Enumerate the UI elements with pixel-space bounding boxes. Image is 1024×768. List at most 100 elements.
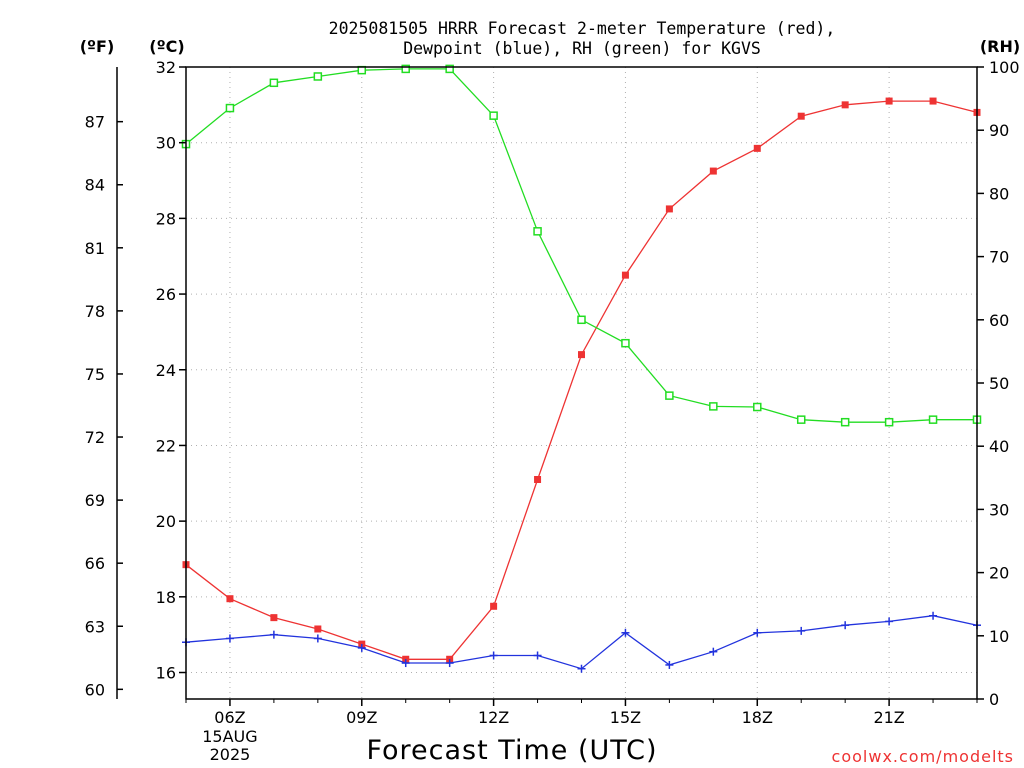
fahrenheit-tick-label: 75 [85, 365, 105, 384]
fahrenheit-tick-label: 63 [85, 617, 105, 636]
temperature-point [534, 476, 542, 484]
dewpoint-point [841, 621, 850, 630]
dewpoint-point [885, 617, 894, 626]
celsius-tick-label: 32 [156, 58, 176, 77]
temperature-point [885, 97, 893, 105]
temperature-point [314, 625, 322, 633]
x-tick-label: 06Z [214, 708, 245, 727]
fahrenheit-tick-label: 84 [85, 176, 105, 195]
dewpoint-line [185, 615, 978, 670]
dewpoint-point [665, 660, 674, 669]
watermark: coolwx.com/modelts [832, 747, 1014, 766]
temperature-point [929, 97, 937, 105]
rh-tick-label: 50 [989, 374, 1009, 393]
x-tick-label: 15Z [610, 708, 641, 727]
rh-tick-label: 60 [989, 311, 1009, 330]
dewpoint-point [313, 634, 322, 643]
rh-point [401, 64, 410, 74]
celsius-tick-label: 28 [156, 209, 176, 228]
celsius-tick-label: 24 [156, 361, 176, 380]
fahrenheit-axis-label: (ºF) [80, 37, 115, 56]
rh-point [840, 417, 850, 427]
chart-title-line1: 2025081505 HRRR Forecast 2-meter Tempera… [329, 19, 836, 38]
rh-tick-label: 90 [989, 121, 1009, 140]
x-tick-sublabel: 2025 [210, 745, 251, 764]
dewpoint-point [929, 611, 938, 620]
dewpoint-point [269, 630, 278, 639]
celsius-tick-label: 30 [156, 134, 176, 153]
rh-point [313, 72, 323, 81]
rh-tick-label: 20 [989, 564, 1009, 583]
temperature-point [709, 167, 717, 175]
rh-point [796, 415, 806, 424]
chart-title-line2: Dewpoint (blue), RH (green) for KGVS [403, 39, 761, 58]
rh-axis-label: (RH) [980, 37, 1020, 56]
temperature-point [270, 614, 278, 622]
x-axis-title: Forecast Time (UTC) [366, 735, 657, 766]
plot-frame [185, 66, 978, 700]
rh-point [753, 402, 762, 412]
temperature-line [185, 100, 978, 660]
rh-tick-label: 30 [989, 500, 1009, 519]
rh-point [621, 338, 630, 348]
fahrenheit-tick-label: 87 [85, 113, 105, 132]
temperature-point [226, 595, 234, 603]
rh-line [185, 68, 977, 423]
fahrenheit-tick-label: 78 [85, 302, 105, 321]
temperature-point [841, 101, 849, 109]
dewpoint-point [401, 659, 410, 668]
dewpoint-point [577, 664, 586, 673]
rh-point [884, 417, 894, 427]
dewpoint-point [445, 659, 454, 668]
rh-tick-label: 80 [989, 184, 1009, 203]
rh-tick-label: 0 [989, 690, 999, 709]
dewpoint-point [797, 626, 806, 635]
rh-point [533, 227, 542, 236]
dewpoint-point [357, 643, 366, 652]
rh-point [225, 103, 235, 113]
x-tick-label: 18Z [742, 708, 773, 727]
temperature-point [621, 271, 629, 279]
rh-tick-label: 40 [989, 437, 1009, 456]
rh-point [577, 315, 586, 325]
rh-point [928, 415, 938, 424]
celsius-tick-label: 18 [156, 588, 176, 607]
celsius-tick-label: 26 [156, 285, 176, 304]
dewpoint-point [753, 628, 762, 637]
rh-tick-label: 100 [989, 58, 1020, 77]
celsius-axis-label: (ºC) [149, 37, 184, 56]
rh-point [269, 78, 279, 88]
dewpoint-point [489, 651, 498, 660]
plot-series [181, 64, 982, 673]
dewpoint-point [709, 647, 718, 656]
fahrenheit-tick-label: 69 [85, 491, 105, 510]
fahrenheit-tick-label: 72 [85, 428, 105, 447]
temperature-point [578, 351, 585, 359]
temperature-point [797, 112, 805, 120]
rh-tick-label: 70 [989, 248, 1009, 267]
grid [186, 67, 977, 699]
temperature-point [753, 144, 761, 152]
x-tick-sublabel: 15AUG [202, 727, 257, 746]
axes: 16 18 20 22 24 26 28 30 32 60 63 66 69 72 75 78 81 84 87 0 1… [85, 58, 1020, 764]
rh-point [665, 391, 674, 400]
celsius-tick-label: 20 [156, 512, 176, 531]
dewpoint-point [621, 628, 630, 637]
fahrenheit-tick-label: 81 [85, 239, 105, 258]
dewpoint-point [225, 634, 234, 643]
rh-point [489, 111, 498, 120]
celsius-tick-label: 16 [156, 664, 176, 683]
temperature-point [665, 205, 673, 213]
rh-point [445, 64, 454, 74]
x-tick-label: 09Z [346, 708, 377, 727]
fahrenheit-tick-label: 60 [85, 680, 105, 699]
rh-tick-label: 10 [989, 627, 1009, 646]
x-tick-label: 21Z [873, 708, 904, 727]
dewpoint-point [533, 651, 542, 660]
temperature-point [490, 602, 498, 610]
celsius-tick-label: 22 [156, 436, 176, 455]
rh-point [709, 402, 718, 411]
fahrenheit-tick-label: 66 [85, 554, 105, 573]
x-tick-label: 12Z [478, 708, 509, 727]
